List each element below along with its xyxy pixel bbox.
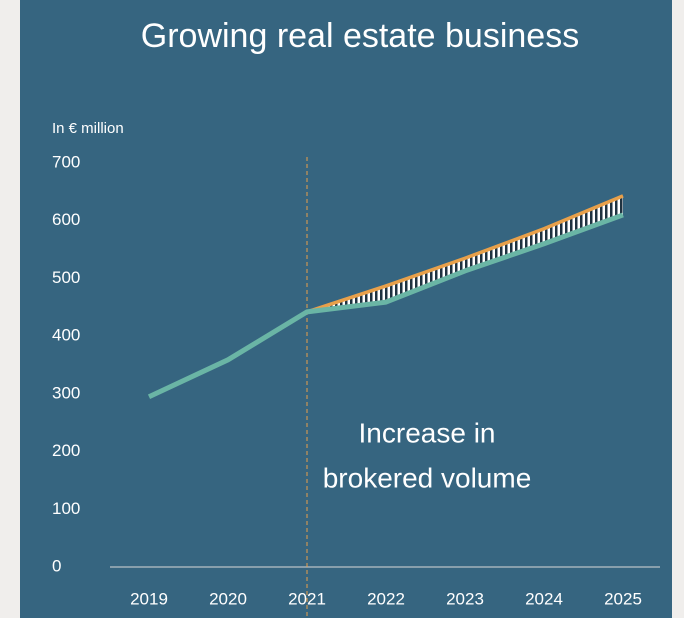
- y-tick-label: 100: [52, 499, 80, 518]
- x-tick-label: 2025: [604, 589, 642, 608]
- x-tick-label: 2022: [367, 589, 405, 608]
- line-series: [306, 194, 624, 314]
- y-tick-label: 600: [52, 210, 80, 229]
- y-tick-label: 200: [52, 441, 80, 460]
- annotation: Increase in: [359, 417, 496, 448]
- x-tick-label: 2023: [446, 589, 484, 608]
- y-tick-label: 700: [52, 152, 80, 171]
- chart-title: Growing real estate business: [141, 17, 579, 55]
- y-tick-label: 500: [52, 268, 80, 287]
- line-series: [147, 212, 624, 400]
- y-tick-label: 400: [52, 326, 80, 345]
- x-tick-label: 2019: [130, 589, 168, 608]
- x-tick-label: 2024: [525, 589, 563, 608]
- y-tick-label: 300: [52, 383, 80, 402]
- annotation: brokered volume: [323, 462, 532, 493]
- y-axis-label: In € million: [52, 120, 124, 137]
- x-tick-label: 2020: [209, 589, 247, 608]
- y-tick-label: 0: [52, 556, 61, 575]
